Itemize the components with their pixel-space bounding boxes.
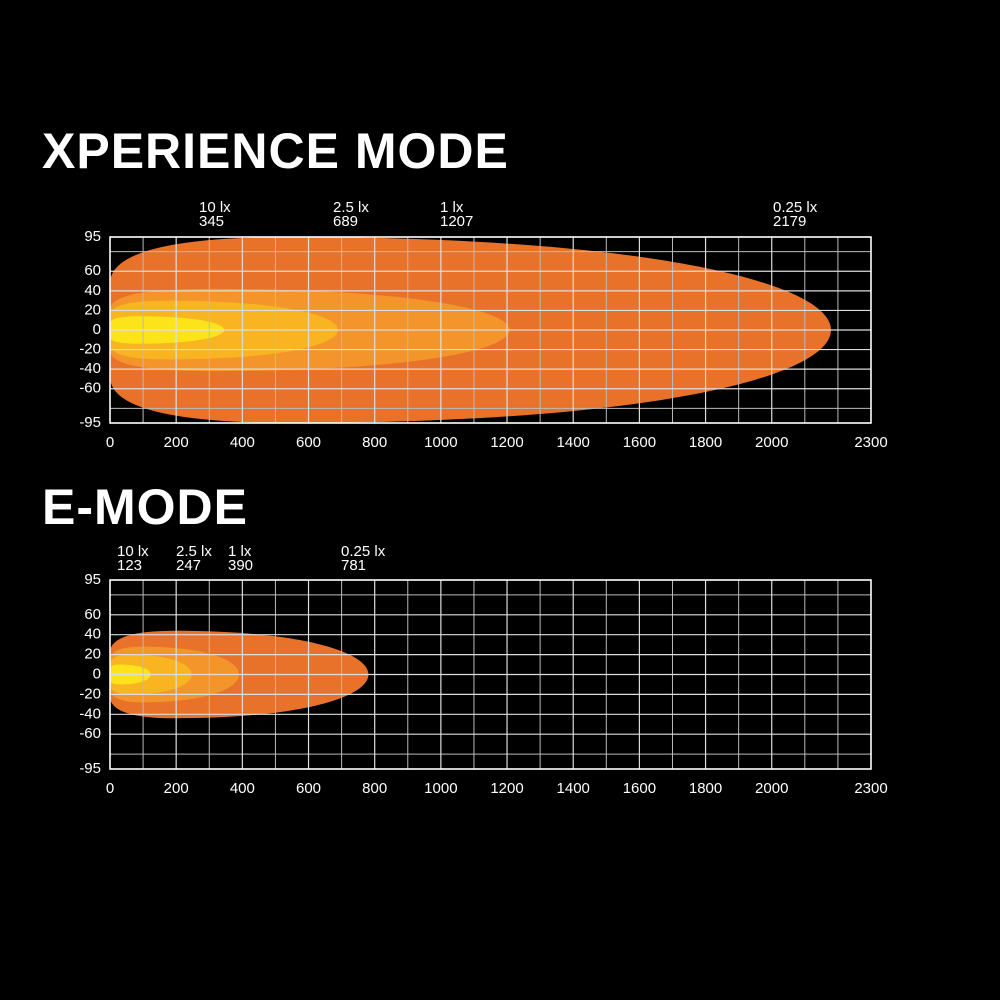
x-tick-label: 200	[164, 780, 189, 797]
y-tick-label: -60	[79, 725, 101, 742]
lux-label: 0.25 lx	[773, 199, 818, 216]
x-tick-label: 1000	[424, 434, 457, 451]
x-tick-label: 1400	[557, 434, 590, 451]
reach-label: 2179	[773, 213, 806, 230]
x-tick-label: 1000	[424, 780, 457, 797]
x-tick-label: 1600	[623, 434, 656, 451]
x-tick-label: 1200	[490, 780, 523, 797]
lux-label: 10 lx	[199, 199, 231, 216]
x-tick-label: 600	[296, 780, 321, 797]
x-tick-label: 800	[362, 780, 387, 797]
y-tick-label: -40	[79, 705, 101, 722]
y-tick-label: -40	[79, 360, 101, 377]
x-tick-label: 600	[296, 434, 321, 451]
lux-label: 10 lx	[117, 543, 149, 560]
y-tick-label: 60	[84, 606, 101, 623]
y-tick-label: -95	[79, 760, 101, 777]
reach-label: 345	[199, 213, 224, 230]
x-tick-label: 2300	[854, 434, 887, 451]
y-tick-label: -60	[79, 380, 101, 397]
reach-label: 123	[117, 557, 142, 574]
x-tick-label: 400	[230, 780, 255, 797]
lux-label: 1 lx	[440, 199, 464, 216]
x-tick-label: 2000	[755, 434, 788, 451]
y-tick-label: 0	[93, 665, 101, 682]
x-tick-label: 1400	[557, 780, 590, 797]
y-tick-label: 20	[84, 301, 101, 318]
y-tick-label: 40	[84, 626, 101, 643]
panel-title: E-MODE	[42, 479, 248, 535]
y-tick-label: 0	[93, 321, 101, 338]
lux-label: 0.25 lx	[341, 543, 386, 560]
y-tick-label: 40	[84, 282, 101, 299]
y-tick-label: 60	[84, 262, 101, 279]
x-tick-label: 1200	[490, 434, 523, 451]
reach-label: 689	[333, 213, 358, 230]
plot-frame	[109, 236, 872, 424]
lux-label: 1 lx	[228, 543, 252, 560]
lux-label: 2.5 lx	[333, 199, 369, 216]
x-tick-label: 800	[362, 434, 387, 451]
reach-label: 390	[228, 557, 253, 574]
y-tick-label: 95	[84, 228, 101, 245]
x-tick-label: 2000	[755, 780, 788, 797]
x-tick-label: 0	[106, 434, 114, 451]
plot-frame	[109, 579, 872, 770]
panel-title: XPERIENCE MODE	[42, 123, 509, 179]
reach-label: 247	[176, 557, 201, 574]
lux-label: 2.5 lx	[176, 543, 212, 560]
x-tick-label: 400	[230, 434, 255, 451]
y-tick-label: 20	[84, 646, 101, 663]
y-tick-label: -95	[79, 414, 101, 431]
x-tick-label: 1800	[689, 780, 722, 797]
x-tick-label: 200	[164, 434, 189, 451]
x-tick-label: 2300	[854, 780, 887, 797]
reach-label: 781	[341, 557, 366, 574]
x-tick-label: 1600	[623, 780, 656, 797]
y-tick-label: 95	[84, 571, 101, 588]
y-tick-label: -20	[79, 685, 101, 702]
y-tick-label: -20	[79, 341, 101, 358]
x-tick-label: 0	[106, 780, 114, 797]
x-tick-label: 1800	[689, 434, 722, 451]
reach-label: 1207	[440, 213, 473, 230]
